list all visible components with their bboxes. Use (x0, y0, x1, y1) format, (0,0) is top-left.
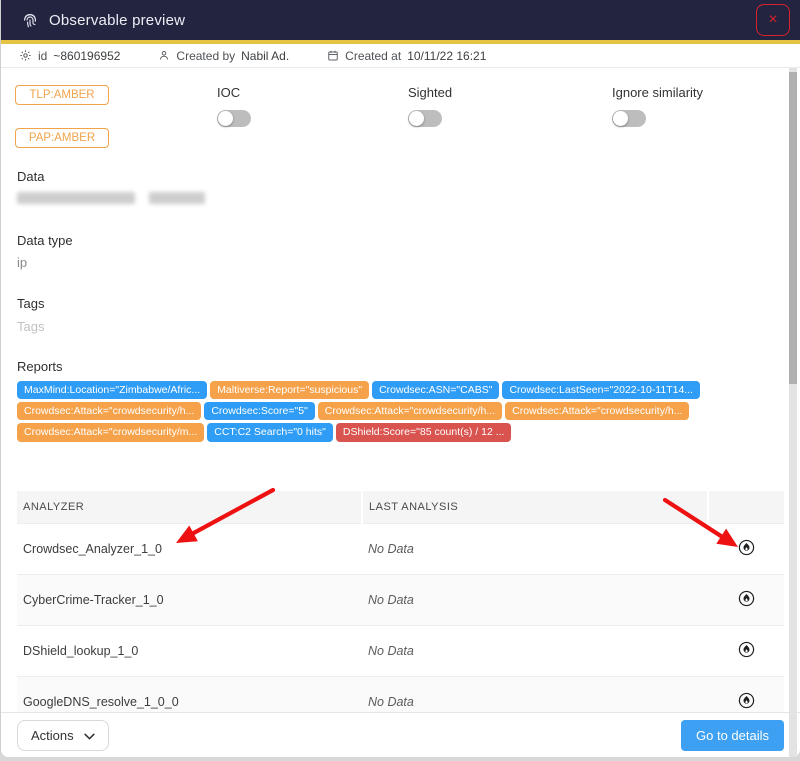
toggle-knob (613, 111, 628, 126)
sighted-toggle-group: Sighted (408, 85, 612, 148)
report-tag[interactable]: Crowdsec:Attack="crowdsecurity/h... (317, 402, 503, 421)
redacted-blob (17, 192, 135, 204)
table-header-row: ANALYZER LAST ANALYSIS (17, 490, 784, 524)
last-analysis-cell: No Data (362, 574, 708, 626)
modal-header: Observable preview × (1, 0, 800, 40)
chevron-down-icon (83, 728, 95, 743)
actions-button[interactable]: Actions (17, 719, 109, 751)
flame-icon (738, 692, 755, 712)
report-tag[interactable]: MaxMind:Location="Zimbabwe/Afric... (17, 381, 208, 400)
ioc-toggle-group: IOC (217, 85, 408, 148)
tlp-pap-column: TLP:AMBER PAP:AMBER (15, 85, 217, 148)
tlp-badge[interactable]: TLP:AMBER (15, 85, 109, 105)
run-analyzer-button[interactable] (738, 641, 755, 661)
column-header-analyzer: ANALYZER (17, 490, 363, 524)
meta-created-at-label: Created at (345, 48, 402, 63)
report-tag[interactable]: Crowdsec:Attack="crowdsecurity/m... (17, 423, 205, 442)
flame-icon (738, 539, 755, 559)
ignore-similarity-toggle-group: Ignore similarity (612, 85, 800, 148)
tags-label: Tags (17, 296, 45, 311)
last-analysis-cell: No Data (362, 676, 708, 712)
analyzer-name-cell: Crowdsec_Analyzer_1_0 (17, 523, 362, 575)
tags-input[interactable]: Tags (17, 319, 45, 334)
fingerprint-icon (21, 11, 39, 29)
person-icon (158, 49, 170, 62)
data-section: Data Data type ip Tags Tags Reports MaxM… (1, 169, 800, 445)
modal-title: Observable preview (49, 11, 186, 29)
close-button[interactable]: × (756, 4, 790, 36)
column-header-actions (708, 490, 784, 524)
meta-created-by-label: Created by (176, 48, 236, 63)
accent-line (1, 40, 800, 44)
go-to-details-button[interactable]: Go to details (681, 719, 784, 751)
column-header-last-analysis: LAST ANALYSIS (362, 490, 709, 524)
report-tag[interactable]: Crowdsec:ASN="CABS" (372, 381, 500, 400)
flame-icon (738, 641, 755, 661)
gear-icon (19, 49, 32, 62)
data-type-value: ip (17, 255, 28, 270)
report-tag[interactable]: DShield:Score="85 count(s) / 12 ... (335, 423, 512, 442)
ignore-similarity-toggle[interactable] (612, 110, 646, 127)
modal-body: TLP:AMBER PAP:AMBER IOC Sighted Ignore s… (1, 68, 800, 712)
data-label: Data (17, 169, 45, 184)
toggle-knob (409, 111, 424, 126)
analyzer-action-cell (708, 625, 784, 677)
run-analyzer-button[interactable] (738, 590, 755, 610)
meta-id-value: ~860196952 (53, 48, 121, 63)
meta-created-at: Created at 10/11/22 16:21 (327, 49, 486, 63)
redacted-data-value (17, 192, 800, 204)
last-analysis-cell: No Data (362, 625, 708, 677)
report-tags: MaxMind:Location="Zimbabwe/Afric... Malt… (17, 381, 772, 445)
report-tag[interactable]: Crowdsec:Attack="crowdsecurity/h... (505, 402, 690, 421)
data-type-label: Data type (17, 233, 73, 248)
sighted-toggle[interactable] (408, 110, 442, 127)
analyzer-table-wrap: ANALYZER LAST ANALYSIS Crowdsec_Analyzer… (17, 487, 784, 712)
analyzer-name-cell: GoogleDNS_resolve_1_0_0 (17, 676, 362, 712)
calendar-icon (327, 49, 339, 62)
report-tag[interactable]: Crowdsec:Attack="crowdsecurity/h... (17, 402, 202, 421)
reports-label: Reports (17, 359, 63, 374)
table-row: Crowdsec_Analyzer_1_0 No Data (17, 523, 784, 575)
ignore-similarity-label: Ignore similarity (612, 85, 704, 100)
analyzer-action-cell (708, 676, 784, 712)
meta-created-at-value: 10/11/22 16:21 (407, 48, 487, 63)
ioc-toggle[interactable] (217, 110, 251, 127)
meta-id-label: id (38, 48, 48, 63)
scrollbar-track[interactable] (789, 68, 797, 757)
flame-icon (738, 590, 755, 610)
table-row: CyberCrime-Tracker_1_0 No Data (17, 574, 784, 626)
toggle-knob (218, 111, 233, 126)
meta-bar: id ~860196952 Created by Nabil Ad. Creat… (1, 44, 800, 68)
analyzer-name-cell: CyberCrime-Tracker_1_0 (17, 574, 362, 626)
table-row: GoogleDNS_resolve_1_0_0 No Data (17, 676, 784, 712)
ioc-label: IOC (217, 85, 241, 100)
analyzer-rows: Crowdsec_Analyzer_1_0 No Data CyberCrime… (17, 523, 784, 712)
actions-button-label: Actions (31, 727, 74, 743)
report-tag[interactable]: Crowdsec:LastSeen="2022-10-11T14... (502, 381, 701, 400)
analyzer-table: ANALYZER LAST ANALYSIS Crowdsec_Analyzer… (17, 490, 784, 712)
report-tag[interactable]: CCT:C2 Search="0 hits" (207, 423, 333, 442)
sighted-label: Sighted (408, 85, 453, 100)
meta-created-by-value: Nabil Ad. (241, 48, 290, 63)
redacted-blob (149, 192, 205, 204)
report-tag[interactable]: Crowdsec:Score="5" (204, 402, 315, 421)
analyzer-action-cell (708, 523, 784, 575)
table-row: DShield_lookup_1_0 No Data (17, 625, 784, 677)
analyzer-action-cell (708, 574, 784, 626)
report-tag[interactable]: Maltiverse:Report="suspicious" (210, 381, 370, 400)
scrollbar-thumb[interactable] (789, 72, 797, 384)
top-grid: TLP:AMBER PAP:AMBER IOC Sighted Ignore s… (1, 85, 800, 148)
meta-id: id ~860196952 (19, 49, 120, 63)
run-analyzer-button[interactable] (738, 539, 755, 559)
analyzer-name-cell: DShield_lookup_1_0 (17, 625, 362, 677)
last-analysis-cell: No Data (362, 523, 708, 575)
meta-created-by: Created by Nabil Ad. (158, 49, 289, 63)
modal-footer: Actions Go to details (1, 712, 800, 757)
run-analyzer-button[interactable] (738, 692, 755, 712)
pap-badge[interactable]: PAP:AMBER (15, 128, 109, 148)
